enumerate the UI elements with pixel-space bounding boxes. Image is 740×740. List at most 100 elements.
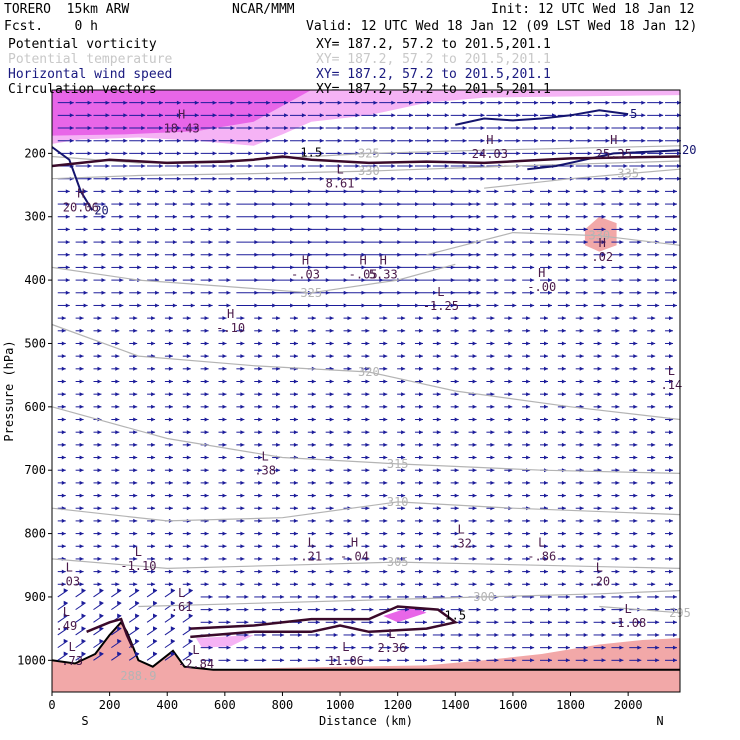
wind-vector-head (230, 164, 235, 168)
wind-vector-head (476, 227, 481, 232)
wind-vector-head (230, 176, 235, 181)
wind-vector-head (258, 354, 263, 359)
wind-vector-head (119, 227, 124, 232)
wind-vector-head (329, 468, 334, 473)
wind-vector-head (117, 600, 122, 605)
wind-vector-head (548, 265, 552, 270)
wind-vector-head (168, 468, 173, 473)
wind-vector-head (641, 176, 646, 181)
extremum-type: L (668, 364, 675, 378)
wind-vector-head (405, 658, 410, 663)
wind-vector-head (87, 138, 92, 143)
wind-vector-head (276, 430, 281, 435)
wind-vector-head (240, 442, 245, 447)
wind-vector-head (347, 366, 352, 371)
wind-vector-head (669, 341, 673, 346)
wind-vector-head (569, 164, 574, 168)
wind-vector-head (440, 658, 445, 663)
wind-vector-head (151, 366, 156, 371)
wind-vector-head (436, 493, 441, 498)
wind-vector-head (597, 442, 602, 447)
wind-vector-head (117, 588, 122, 593)
wind-vector-head (329, 518, 334, 523)
wind-vector-head (248, 126, 253, 130)
wind-vector-head (365, 392, 370, 397)
wind-vector-head (293, 354, 298, 359)
wind-vector-head (155, 265, 160, 270)
wind-vector-head (133, 531, 138, 536)
wind-vector-head (186, 455, 191, 460)
wind-vector-head (490, 392, 495, 397)
wind-vector-head (159, 113, 164, 118)
wind-vector-head (544, 392, 548, 397)
wind-vector-head (623, 138, 628, 143)
wind-vector-head (266, 113, 271, 118)
wind-vector (128, 627, 140, 636)
wind-vector-head (293, 316, 298, 321)
wind-vector-head (508, 556, 513, 561)
wind-vector-head (105, 151, 110, 156)
theta-contour-label: 315 (387, 457, 409, 471)
wind-vector-head (155, 214, 160, 219)
wind-vector-head (526, 366, 531, 371)
wind-vector-head (619, 594, 624, 599)
wind-vector (128, 589, 140, 598)
extremum-value: -.03 (291, 267, 320, 281)
wind-vector-head (405, 594, 410, 599)
wind-vector-head (454, 392, 459, 397)
wind-vector-head (276, 392, 281, 397)
wind-vector-head (561, 328, 566, 333)
wind-vector-head (355, 126, 360, 130)
valid-time: Valid: 12 UTC Wed 18 Jan 12 (09 LST Wed … (306, 19, 698, 34)
wind-vector-head (258, 506, 263, 511)
wind-vector-head (293, 442, 298, 447)
wind-vector-head (65, 252, 70, 257)
pv-fill-anomaly (584, 216, 617, 252)
wind-vector-head (65, 214, 70, 219)
extremum-type: H (77, 187, 84, 201)
wind-vector-head (119, 290, 124, 295)
wind-vector-head (480, 113, 485, 118)
wind-vector-head (373, 138, 378, 143)
extremum-type: L (262, 450, 269, 464)
wind-vector-head (494, 290, 499, 295)
wind-vector-head (579, 392, 584, 397)
wind-vector-head (655, 290, 660, 295)
wind-vector (182, 615, 193, 623)
wind-vector-head (311, 493, 316, 498)
wind-vector-head (655, 594, 660, 599)
wind-vector-head (401, 366, 406, 371)
wind-vector-head (186, 556, 191, 561)
wind-vector-head (240, 392, 245, 397)
wind-vector-head (544, 455, 548, 460)
wind-vector-head (651, 417, 656, 422)
wind-vector-head (530, 633, 535, 637)
wind-vector-head (633, 544, 638, 549)
wind-vector (93, 640, 104, 649)
wind-vector-head (597, 506, 602, 511)
wind-vector-head (65, 290, 70, 295)
wind-vector-head (508, 392, 513, 397)
wind-vector-head (565, 658, 570, 663)
wind-vector-head (222, 582, 227, 587)
wind-speed-contour (527, 149, 681, 171)
wind-vector-head (534, 176, 539, 181)
wind-vector-head (530, 240, 535, 245)
wind-vector-head (190, 240, 195, 245)
wind-vector-head (97, 582, 102, 587)
wind-vector-head (365, 556, 370, 561)
wind-vector-head (83, 252, 88, 257)
wind-vector-head (212, 164, 217, 168)
wind-vector-head (516, 113, 521, 118)
wind-vector-head (329, 556, 334, 561)
wind-vector-head (97, 328, 102, 333)
wind-vector-head (619, 252, 624, 257)
wind-vector-head (659, 113, 664, 118)
wind-vector-head (222, 569, 227, 574)
wind-vector-head (619, 202, 624, 207)
wind-vector-head (565, 202, 570, 207)
wind-vector-head (204, 366, 209, 371)
wind-vector-head (105, 164, 110, 168)
wind-vector-head (444, 151, 449, 156)
wind-vector-head (97, 455, 102, 460)
